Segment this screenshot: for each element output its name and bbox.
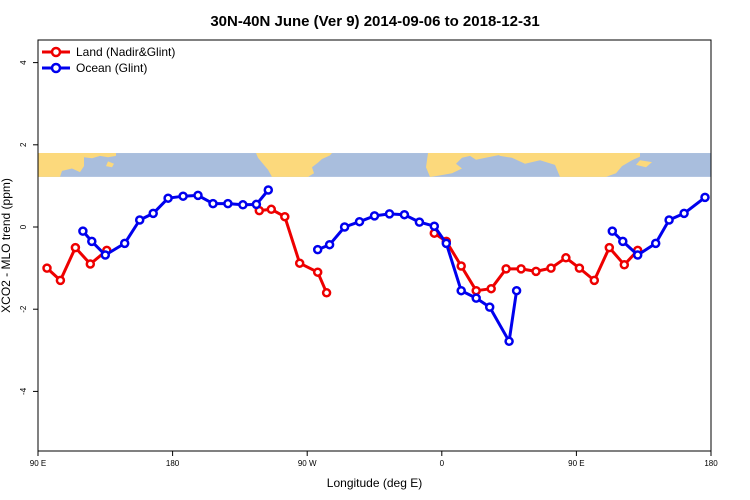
data-point bbox=[501, 264, 511, 274]
legend: Land (Nadir&Glint) Ocean (Glint) bbox=[42, 45, 175, 75]
data-point bbox=[251, 199, 262, 210]
data-point bbox=[546, 263, 556, 273]
data-point bbox=[339, 222, 350, 232]
y-tick-label: 4 bbox=[19, 60, 28, 65]
legend-label: Land (Nadir&Glint) bbox=[76, 45, 175, 59]
map-land-japan bbox=[106, 161, 114, 168]
x-axis: 90 E 180 90 W 0 90 E 180 bbox=[30, 451, 718, 468]
data-point bbox=[312, 244, 323, 255]
y-tick-label: -2 bbox=[19, 305, 28, 313]
data-point bbox=[414, 217, 425, 227]
data-point bbox=[441, 238, 452, 249]
data-point bbox=[574, 263, 585, 273]
series-line bbox=[81, 189, 270, 257]
x-tick-label: 90 E bbox=[30, 459, 46, 468]
series-layer bbox=[42, 185, 710, 347]
data-point bbox=[78, 226, 88, 236]
data-point bbox=[208, 198, 218, 209]
data-point bbox=[42, 263, 52, 273]
data-point bbox=[429, 221, 440, 231]
plot-frame bbox=[37, 39, 712, 452]
data-point bbox=[589, 275, 600, 286]
series-line bbox=[45, 246, 108, 282]
data-point bbox=[456, 285, 466, 296]
data-point bbox=[312, 267, 323, 277]
data-point bbox=[664, 215, 674, 225]
data-point bbox=[148, 208, 158, 219]
legend-swatch-marker bbox=[50, 62, 62, 74]
data-point bbox=[266, 204, 277, 215]
data-point bbox=[384, 209, 395, 219]
data-point bbox=[650, 238, 661, 249]
data-point bbox=[471, 293, 481, 303]
x-tick-label: 0 bbox=[440, 459, 445, 468]
series-line bbox=[433, 231, 639, 293]
legend-label: Ocean (Glint) bbox=[76, 61, 147, 75]
data-point bbox=[516, 264, 526, 274]
data-point bbox=[100, 250, 111, 260]
data-point bbox=[511, 285, 522, 296]
map-land-asia bbox=[38, 153, 116, 177]
data-point bbox=[618, 236, 628, 247]
series-ocean bbox=[78, 185, 710, 347]
legend-item: Ocean (Glint) bbox=[42, 61, 147, 75]
y-tick-label: 2 bbox=[19, 142, 28, 147]
data-point bbox=[163, 193, 173, 203]
legend-item: Land (Nadir&Glint) bbox=[42, 45, 175, 59]
y-axis-label: XCO2 - MLO trend (ppm) bbox=[0, 178, 13, 313]
x-tick-label: 180 bbox=[166, 459, 180, 468]
data-point bbox=[193, 190, 203, 201]
x-tick-label: 90 E bbox=[568, 459, 584, 468]
data-point bbox=[531, 266, 541, 277]
x-tick-label: 90 W bbox=[298, 459, 317, 468]
data-point bbox=[632, 250, 643, 260]
data-point bbox=[223, 198, 233, 209]
data-point bbox=[134, 215, 145, 225]
data-point bbox=[399, 209, 410, 220]
data-point bbox=[561, 253, 571, 263]
data-point bbox=[55, 275, 66, 286]
data-point bbox=[354, 216, 365, 227]
data-point bbox=[85, 259, 96, 269]
x-axis-label: Longitude (deg E) bbox=[327, 476, 422, 490]
data-point bbox=[263, 185, 274, 195]
data-point bbox=[238, 200, 248, 210]
map-land-africa-europe bbox=[426, 153, 500, 177]
data-point bbox=[484, 302, 495, 312]
data-point bbox=[280, 211, 290, 222]
data-point bbox=[369, 211, 380, 221]
map-land-north-america bbox=[256, 153, 332, 177]
data-point bbox=[607, 226, 618, 236]
data-point bbox=[700, 192, 710, 203]
data-point bbox=[70, 242, 81, 253]
y-tick-label: 0 bbox=[19, 224, 28, 229]
data-point bbox=[321, 288, 332, 298]
map-land-central-asia bbox=[496, 153, 640, 177]
data-point bbox=[619, 260, 630, 270]
map-land-japan-east bbox=[636, 160, 652, 168]
data-point bbox=[324, 239, 335, 250]
y-tick-label: -4 bbox=[19, 387, 28, 395]
x-tick-label: 180 bbox=[704, 459, 718, 468]
chart-title: 30N-40N June (Ver 9) 2014-09-06 to 2018-… bbox=[210, 13, 539, 30]
data-point bbox=[87, 236, 97, 247]
data-point bbox=[604, 242, 615, 253]
legend-swatch-marker bbox=[50, 46, 62, 58]
data-point bbox=[294, 258, 305, 268]
y-axis: -4 -2 0 2 4 bbox=[19, 60, 38, 395]
data-point bbox=[456, 261, 466, 271]
data-point bbox=[471, 285, 481, 296]
data-point bbox=[486, 283, 496, 294]
world-map-strip bbox=[38, 153, 711, 177]
series-line bbox=[317, 212, 519, 343]
data-point bbox=[679, 208, 689, 219]
data-point bbox=[504, 336, 514, 347]
data-point bbox=[119, 238, 130, 249]
series-land bbox=[42, 204, 643, 298]
data-point bbox=[178, 191, 188, 201]
